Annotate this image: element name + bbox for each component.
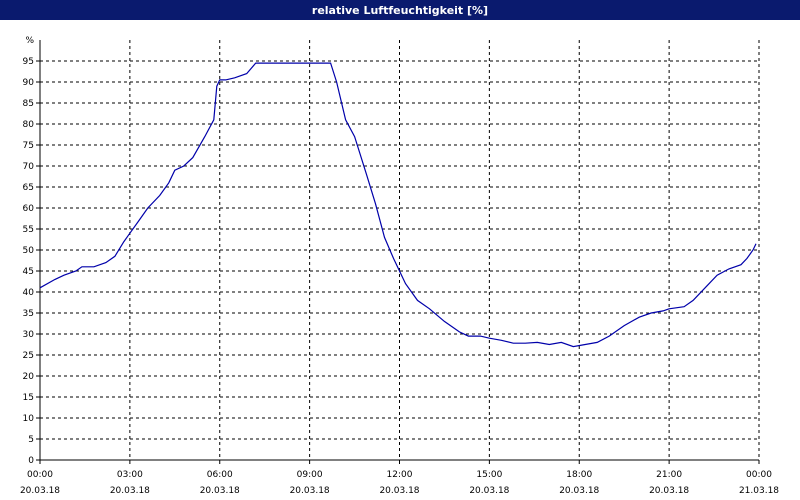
y-tick-label: 20 (23, 372, 35, 382)
x-tick-time-label: 15:00 (476, 470, 502, 480)
x-tick-time-label: 09:00 (297, 470, 323, 480)
y-tick-label: 75 (23, 141, 34, 151)
y-tick-label: 45 (23, 267, 34, 277)
x-tick-date-label: 20.03.18 (379, 486, 419, 496)
x-tick-time-label: 03:00 (117, 470, 143, 480)
x-tick-date-label: 20.03.18 (20, 486, 60, 496)
x-tick-date-label: 20.03.18 (469, 486, 509, 496)
y-tick-label: 65 (23, 183, 34, 193)
x-tick-time-label: 00:00 (746, 470, 772, 480)
y-axis-unit-label: % (25, 36, 34, 46)
y-tick-label: 35 (23, 309, 34, 319)
x-tick-date-label: 20.03.18 (290, 486, 330, 496)
x-tick-date-label: 20.03.18 (559, 486, 599, 496)
y-tick-label: 25 (23, 351, 34, 361)
y-tick-label: 30 (23, 330, 35, 340)
x-tick-time-label: 18:00 (566, 470, 592, 480)
x-tick-time-label: 06:00 (207, 470, 233, 480)
y-tick-label: 10 (23, 414, 35, 424)
y-tick-label: 40 (23, 288, 35, 298)
y-tick-label: 5 (28, 435, 34, 445)
y-tick-label: 80 (23, 120, 35, 130)
y-tick-label: 55 (23, 225, 34, 235)
x-tick-time-label: 00:00 (27, 470, 53, 480)
y-tick-label: 85 (23, 99, 34, 109)
y-tick-label: 60 (23, 204, 35, 214)
chart-title: relative Luftfeuchtigkeit [%] (0, 0, 800, 20)
x-tick-time-label: 12:00 (387, 470, 413, 480)
y-tick-label: 90 (23, 78, 35, 88)
x-tick-date-label: 20.03.18 (110, 486, 150, 496)
x-tick-date-label: 20.03.18 (649, 486, 689, 496)
y-tick-label: 15 (23, 393, 34, 403)
y-tick-label: 50 (23, 246, 35, 256)
y-tick-label: 0 (28, 456, 34, 466)
y-tick-label: 95 (23, 57, 34, 67)
x-tick-date-label: 20.03.18 (200, 486, 240, 496)
y-tick-label: 70 (23, 162, 35, 172)
x-tick-time-label: 21:00 (656, 470, 682, 480)
x-tick-date-label: 21.03.18 (739, 486, 779, 496)
humidity-series-line (39, 62, 757, 348)
